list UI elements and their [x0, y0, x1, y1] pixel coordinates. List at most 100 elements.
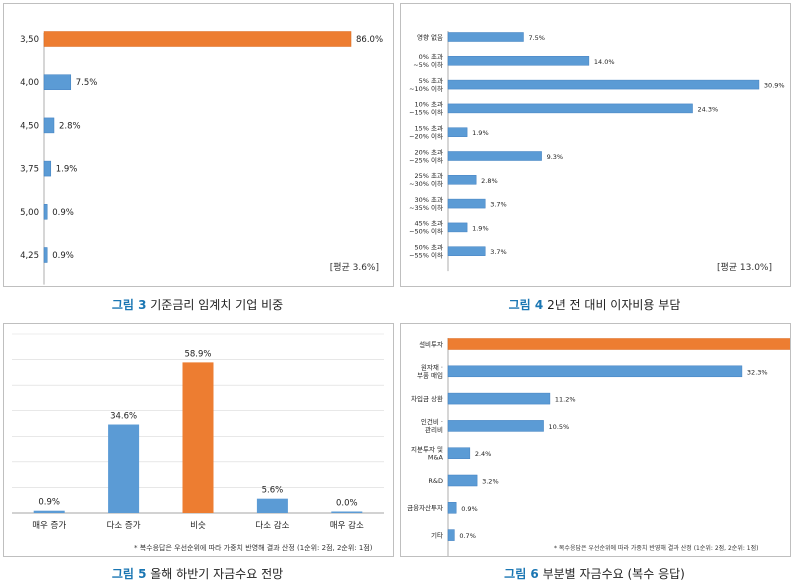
value-label-4: 0.0% [336, 499, 358, 509]
fig5-caption: 그림 5 올해 하반기 자금수요 전망 [3, 565, 392, 582]
category-label-4: 매우 감소 [330, 520, 364, 531]
value-label-0: 7.5% [528, 34, 545, 42]
bar-3 [43, 160, 52, 177]
bar-2 [447, 79, 760, 90]
bar-4 [447, 127, 468, 137]
bar-2 [447, 392, 551, 405]
category-label-0: 매우 증가 [32, 521, 66, 531]
value-label-2: 58.9% [184, 349, 211, 359]
category-label-line: ~20% 이하 [409, 131, 443, 140]
value-label-8: 1.9% [472, 224, 489, 232]
fig3-caption-text: 기준금리 임계치 기업 비중 [146, 298, 284, 312]
category-label-2: 비슷 [190, 521, 206, 531]
category-label-1: 0% 초과 ~5% 이하 [413, 52, 443, 69]
category-label-3: 3,75 [20, 165, 39, 175]
fig4-caption: 그림 4 2년 전 대비 이자비용 부담 [400, 296, 789, 313]
category-label-line: M&A [428, 453, 444, 461]
category-label-line: 인건비 · [421, 417, 443, 426]
bar-3 [447, 103, 693, 114]
category-label-0: 설비투자 [419, 339, 443, 348]
value-label-5: 0.9% [52, 251, 74, 261]
fig3-caption-num: 그림 3 [111, 298, 147, 312]
value-label-6: 0.9% [461, 505, 478, 513]
fig5-chart: 0.9% 매우 증가 34.6% 다소 증가 58.9% 비슷 5.6% 다소 감소 0.0% 매… [12, 333, 384, 531]
value-label-3: 24.3% [698, 105, 719, 113]
bar-4 [447, 447, 471, 459]
category-label-line: 5% 초과 [419, 76, 443, 85]
category-label-line: 45% 초과 [415, 219, 443, 228]
value-label-2: 2.8% [59, 121, 81, 131]
fig4-average-note: [평균 13.0%] [716, 263, 772, 273]
category-label-9: 50% 초과 ~55% 이하 [409, 242, 443, 259]
category-label-line: ~35% 이하 [409, 203, 443, 212]
category-label-2: 4,50 [20, 121, 39, 131]
bar-0 [447, 338, 790, 350]
category-label-1: 다소 증가 [107, 521, 141, 531]
category-label-1: 4,00 [20, 78, 39, 88]
fig4-caption-num: 그림 4 [508, 298, 544, 312]
fig6-caption-text: 부분별 자금수요 (복수 응답) [538, 567, 685, 581]
fig3-caption: 그림 3 기준금리 임계치 기업 비중 [3, 296, 392, 313]
category-label-2: 차입금 상환 [411, 394, 443, 403]
value-label-3: 1.9% [56, 165, 78, 175]
category-label-line: ~30% 이하 [409, 179, 443, 188]
category-label-6: 금융자산투자 [407, 503, 443, 512]
bar-9 [447, 246, 486, 256]
value-label-6: 2.8% [481, 177, 498, 185]
category-label-line: R&D [428, 477, 443, 485]
category-label-line: 50% 초과 [415, 242, 443, 251]
category-label-line: ~50% 이하 [409, 227, 443, 236]
category-label-line: 4,25 [20, 251, 39, 261]
category-label-line: ~55% 이하 [409, 250, 443, 259]
category-label-line: 4,00 [20, 78, 39, 88]
category-label-3: 다소 감소 [255, 520, 289, 531]
category-label-0: 영향 없음 [417, 32, 443, 41]
category-label-line: 지분투자 및 [411, 444, 443, 453]
fig5-note: * 복수응답은 우선순위에 따라 가중치 반영해 결과 산정 (1순위: 2점,… [134, 544, 373, 552]
value-label-7: 0.7% [459, 532, 476, 540]
category-label-0: 3,50 [20, 35, 39, 45]
value-label-3: 10.5% [549, 423, 570, 431]
bar-0 [447, 32, 524, 42]
value-label-4: 0.9% [52, 208, 74, 218]
bar-7 [447, 529, 455, 541]
bar-1 [108, 424, 140, 513]
value-label-1: 34.6% [110, 412, 137, 422]
fig3-chart: 86.0% 3,50 7.5% 4,00 2.8% 4,50 1.9% 3,75 0.9% 5,0… [20, 31, 383, 285]
category-label-1: 원자재 · 부품 매입 [417, 363, 443, 380]
category-label-line: 금융자산투자 [407, 503, 443, 512]
bar-6 [447, 502, 457, 514]
category-label-5: 20% 초과 ~25% 이하 [409, 147, 443, 164]
category-label-7: 30% 초과 ~35% 이하 [409, 195, 443, 212]
category-label-6: 25% 초과 ~30% 이하 [409, 171, 443, 188]
bar-0 [43, 31, 352, 47]
value-label-1: 7.5% [76, 78, 98, 88]
category-label-line: 5,00 [20, 208, 39, 218]
value-label-0: 86.0% [356, 35, 383, 45]
value-label-2: 30.9% [764, 82, 785, 90]
category-label-8: 45% 초과 ~50% 이하 [409, 219, 443, 236]
value-label-1: 14.0% [594, 58, 615, 66]
category-label-4: 5,00 [20, 208, 39, 218]
category-label-line: 15% 초과 [415, 123, 443, 132]
value-label-3: 5.6% [262, 486, 284, 496]
bar-7 [447, 198, 486, 209]
category-label-line: ~5% 이하 [413, 60, 443, 69]
category-label-line: 30% 초과 [415, 195, 443, 204]
category-label-line: 영향 없음 [417, 32, 443, 41]
bar-8 [447, 222, 468, 233]
bar-6 [447, 175, 477, 185]
bar-2 [182, 362, 214, 513]
bar-1 [447, 56, 590, 66]
category-label-line: 차입금 상환 [411, 394, 443, 403]
bar-5 [447, 474, 478, 487]
fig5-panel: 0.9% 매우 증가 34.6% 다소 증가 58.9% 비슷 5.6% 다소 감소 0.0% 매… [3, 323, 394, 557]
bar-3 [447, 420, 544, 432]
category-label-line: 설비투자 [419, 339, 443, 348]
fig3-average-note: [평균 3.6%] [329, 263, 379, 273]
category-label-line: 10% 초과 [415, 100, 443, 109]
category-label-line: 3,50 [20, 35, 39, 45]
fig5-caption-text: 올해 하반기 자금수요 전망 [146, 567, 284, 581]
